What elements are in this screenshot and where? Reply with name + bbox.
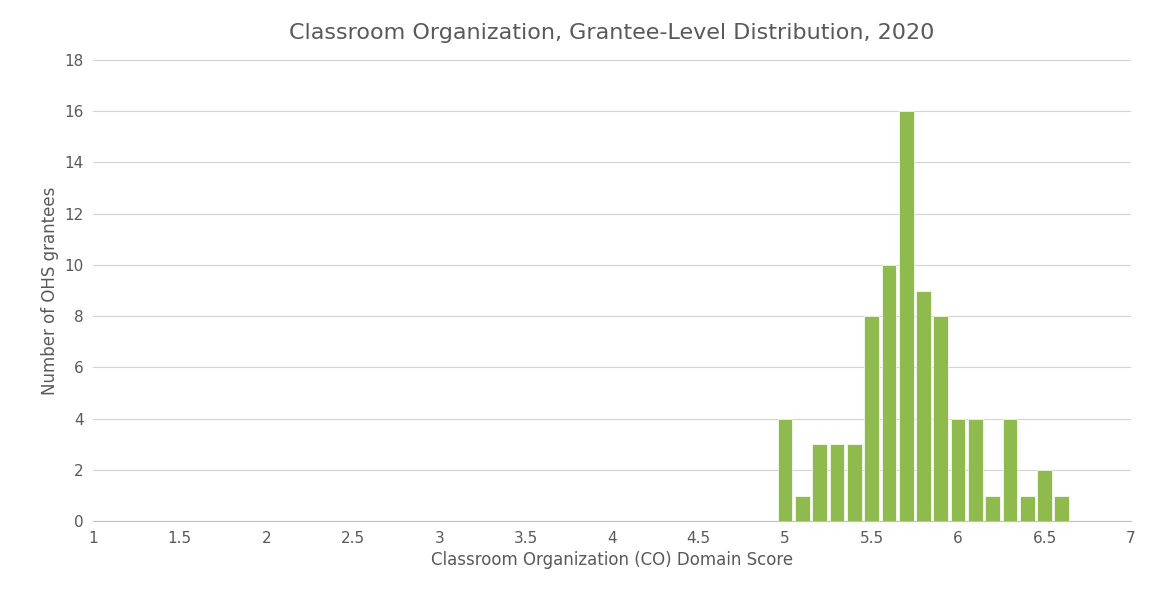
Bar xyxy=(813,444,827,521)
Bar xyxy=(881,265,897,521)
Bar xyxy=(985,495,1000,521)
Bar xyxy=(847,444,862,521)
Bar xyxy=(1020,495,1034,521)
Bar xyxy=(830,444,844,521)
Bar xyxy=(916,291,930,521)
Bar xyxy=(934,316,948,521)
Bar xyxy=(899,111,913,521)
X-axis label: Classroom Organization (CO) Domain Score: Classroom Organization (CO) Domain Score xyxy=(431,552,793,570)
Bar xyxy=(1054,495,1069,521)
Bar xyxy=(795,495,809,521)
Bar xyxy=(1003,419,1017,521)
Bar xyxy=(950,419,965,521)
Bar xyxy=(778,419,793,521)
Title: Classroom Organization, Grantee-Level Distribution, 2020: Classroom Organization, Grantee-Level Di… xyxy=(289,23,935,43)
Bar xyxy=(968,419,983,521)
Bar xyxy=(864,316,879,521)
Y-axis label: Number of OHS grantees: Number of OHS grantees xyxy=(41,186,58,395)
Bar xyxy=(1038,470,1052,521)
